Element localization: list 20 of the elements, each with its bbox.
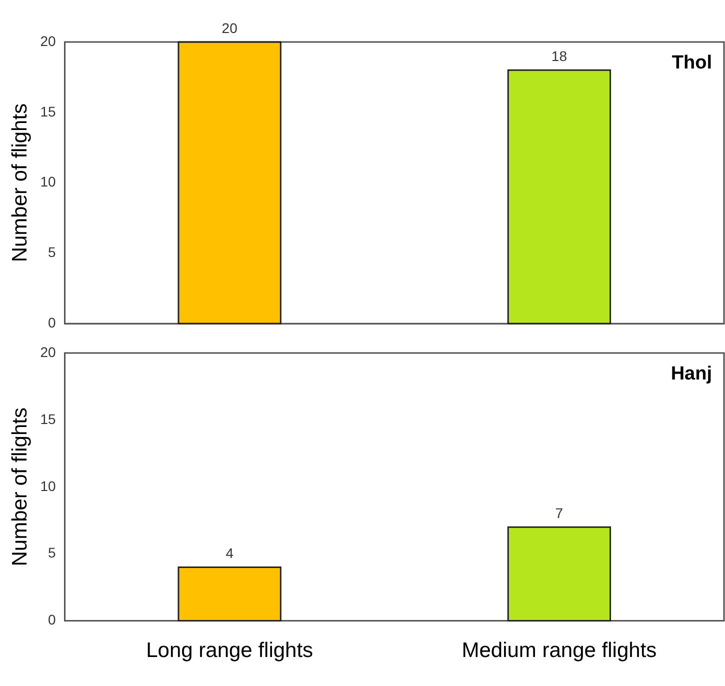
y-tick-label: 15 bbox=[40, 410, 56, 427]
data-label: 18 bbox=[551, 48, 568, 64]
y-tick-label: 20 bbox=[40, 32, 56, 49]
y-tick-label: 0 bbox=[48, 612, 56, 628]
y-tick-label: 5 bbox=[48, 244, 56, 260]
y-axis-title: Number of flights bbox=[8, 103, 32, 262]
data-label: 4 bbox=[226, 545, 234, 562]
data-label: 20 bbox=[222, 20, 238, 36]
y-tick-label: 10 bbox=[40, 174, 56, 190]
y-tick-label: 5 bbox=[48, 544, 56, 561]
y-tick-label: 0 bbox=[48, 314, 56, 330]
annotation: Hanj bbox=[670, 364, 712, 385]
y-tick-label: 10 bbox=[40, 478, 56, 494]
annotation: Thol bbox=[672, 52, 712, 74]
x-tick-label: Medium range flights bbox=[462, 639, 657, 662]
data-label: 7 bbox=[555, 504, 564, 521]
y-tick-label: 20 bbox=[40, 344, 56, 360]
y-tick-label: 15 bbox=[40, 103, 56, 120]
x-tick-label: Long range flights bbox=[146, 639, 314, 662]
y-axis-title: Number of flights bbox=[8, 408, 32, 566]
